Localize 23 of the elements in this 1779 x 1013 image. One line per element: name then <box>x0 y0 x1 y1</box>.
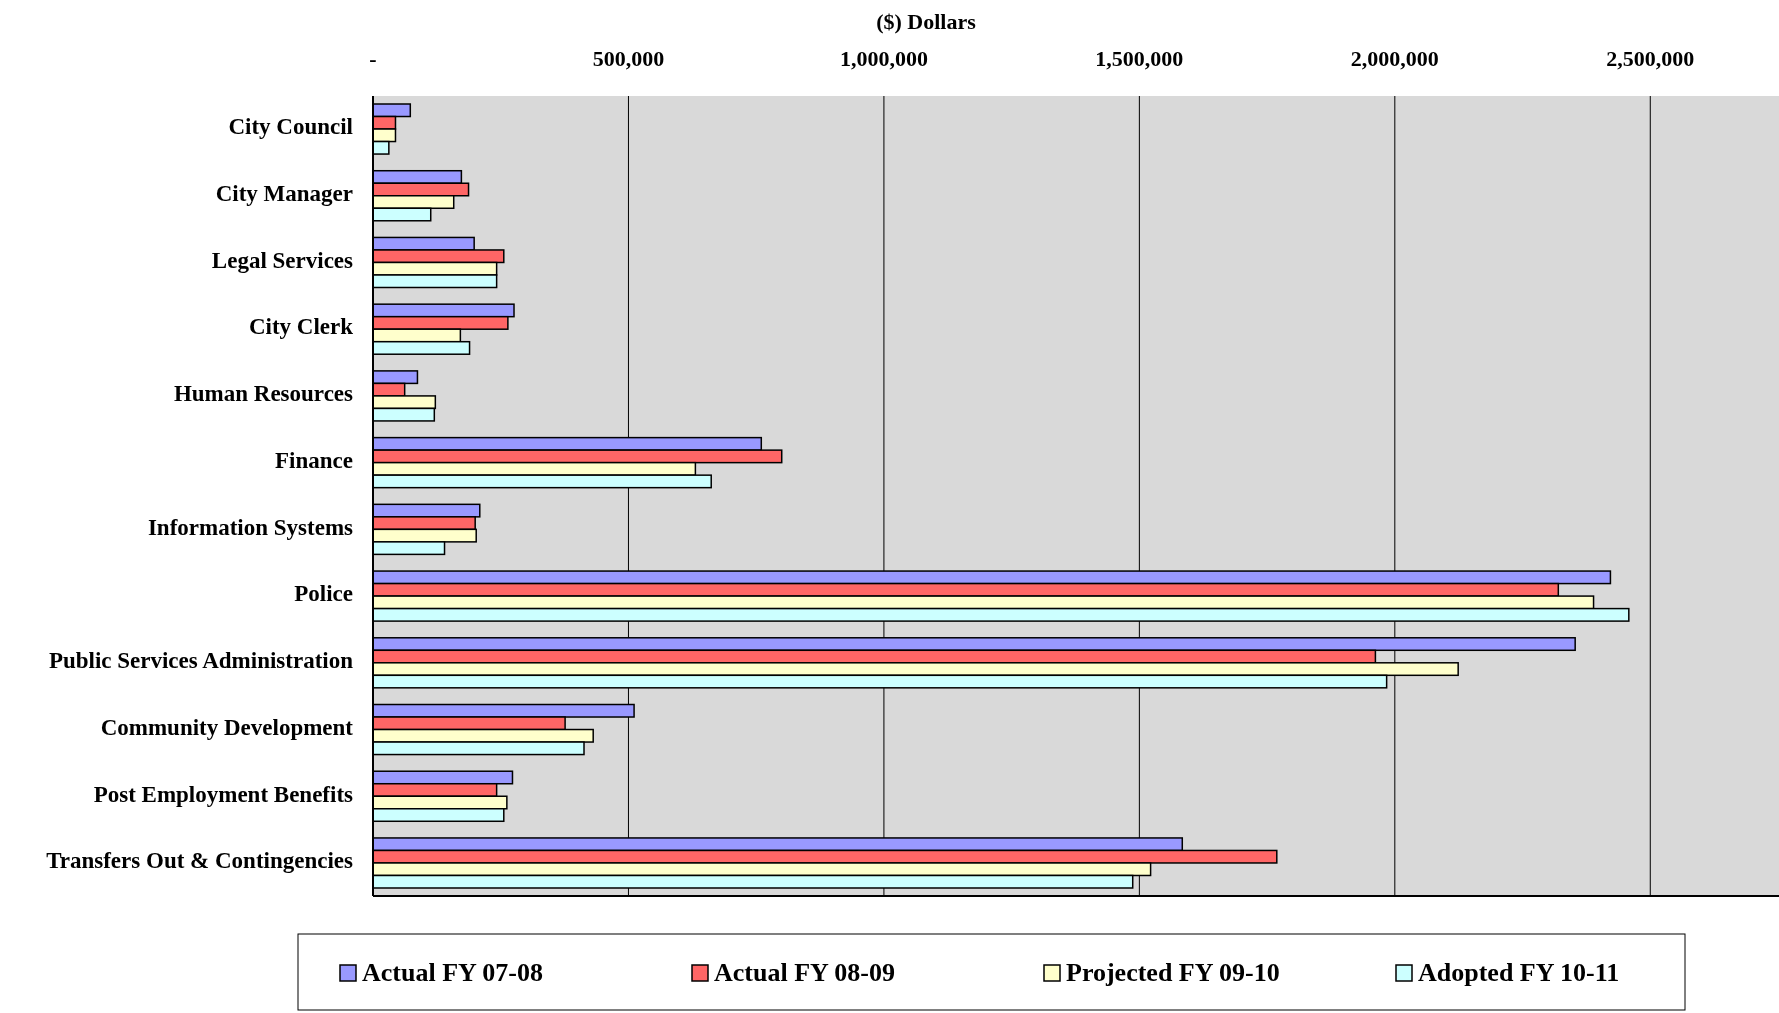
y-tick-label: Legal Services <box>211 247 354 273</box>
y-tick-label: Human Resources <box>173 381 354 407</box>
x-tick-label: 1,000,000 <box>839 46 928 71</box>
y-tick-label: City Council <box>228 114 353 140</box>
x-axis-title: ($) Dollars <box>876 9 977 34</box>
y-tick-label: Finance <box>275 447 353 473</box>
y-tick-label: Post Employment Benefits <box>93 781 354 807</box>
legend-label: Adopted FY 10-11 <box>1418 958 1620 987</box>
y-tick-label: City Manager <box>215 181 353 207</box>
x-tick-label: 1,500,000 <box>1095 46 1184 71</box>
y-tick-label: Information Systems <box>147 514 354 540</box>
y-tick-label: City Clerk <box>248 314 354 340</box>
x-tick-label: 500,000 <box>592 46 665 71</box>
y-tick-label: Public Services Administration <box>48 648 354 674</box>
y-tick-label: Community Development <box>100 714 354 740</box>
x-tick-label: 2,000,000 <box>1350 46 1439 71</box>
y-tick-label: Transfers Out & Contingencies <box>46 848 354 874</box>
x-tick-label: 2,500,000 <box>1606 46 1695 71</box>
legend-label: Actual FY 08-09 <box>714 958 896 987</box>
x-tick-label: - <box>369 46 377 71</box>
y-tick-label: Police <box>294 581 353 607</box>
legend-label: Actual FY 07-08 <box>362 958 544 987</box>
legend-label: Projected FY 09-10 <box>1066 958 1280 987</box>
